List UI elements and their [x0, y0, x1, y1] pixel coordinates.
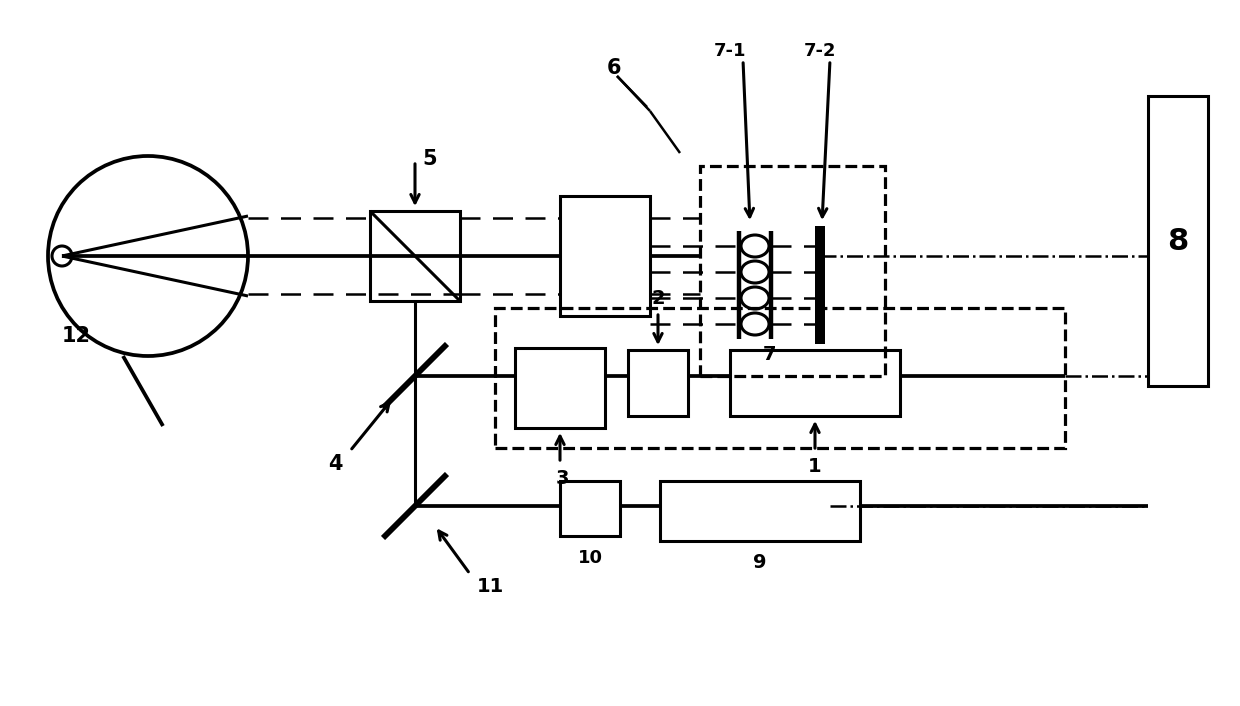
Bar — [495, 308, 1065, 448]
Text: 7-1: 7-1 — [714, 42, 746, 60]
Text: 7: 7 — [764, 345, 776, 364]
Text: 9: 9 — [753, 554, 766, 573]
Bar — [515, 348, 605, 428]
Bar — [660, 481, 861, 541]
Bar — [1148, 96, 1208, 386]
Text: 1: 1 — [808, 457, 822, 476]
Text: 7-2: 7-2 — [804, 42, 836, 60]
Text: 3: 3 — [556, 469, 569, 488]
Text: 11: 11 — [477, 577, 505, 595]
Text: 12: 12 — [62, 326, 91, 346]
Bar — [701, 166, 885, 376]
Bar — [560, 196, 650, 316]
Bar — [627, 350, 688, 416]
Text: 8: 8 — [1167, 227, 1189, 256]
Bar — [560, 481, 620, 536]
Text: 6: 6 — [606, 58, 621, 78]
Text: 5: 5 — [423, 149, 438, 169]
Bar — [370, 211, 460, 301]
Text: 2: 2 — [651, 289, 665, 308]
Bar — [730, 350, 900, 416]
Text: 10: 10 — [578, 549, 603, 567]
Text: 4: 4 — [327, 454, 342, 474]
